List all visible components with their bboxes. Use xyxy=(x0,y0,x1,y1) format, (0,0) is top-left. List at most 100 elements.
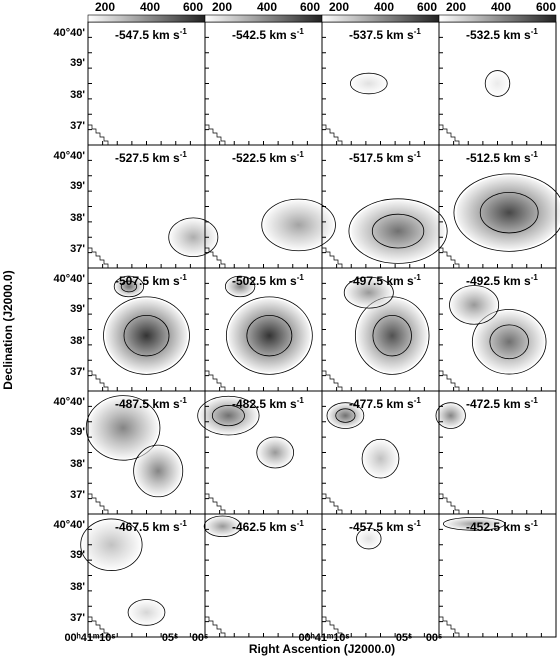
panel: -542.5 km s-1 xyxy=(204,21,323,146)
beam-staircase xyxy=(205,370,226,391)
velocity: -542.5 km s xyxy=(232,28,297,42)
contour xyxy=(225,296,313,375)
contour xyxy=(372,314,412,357)
velocity-label: -527.5 km s-1 xyxy=(115,150,187,165)
contour xyxy=(348,198,448,264)
velocity: -547.5 km s xyxy=(115,28,180,42)
velocity: -527.5 km s xyxy=(115,151,180,165)
velocity: -472.5 km s xyxy=(466,397,531,411)
emission xyxy=(169,218,217,256)
velocity-exponent: -1 xyxy=(531,396,539,405)
x-tick-label: 00ˢ xyxy=(192,632,208,644)
colorbar-tick-label: 600 xyxy=(417,0,437,14)
contour xyxy=(489,324,529,360)
y-tick-label: 38' xyxy=(70,335,85,347)
velocity-label: -517.5 km s-1 xyxy=(349,150,421,165)
x-tick-label: 00ˢ xyxy=(426,632,442,644)
velocity: -532.5 km s xyxy=(466,28,531,42)
y-tick-label: 37' xyxy=(70,120,85,132)
velocity-label: -477.5 km s-1 xyxy=(349,396,421,411)
velocity-exponent: -1 xyxy=(414,27,422,36)
y-tick-label: 38' xyxy=(70,89,85,101)
emission xyxy=(362,440,399,478)
velocity-exponent: -1 xyxy=(414,519,422,528)
emission xyxy=(205,516,241,537)
velocity-exponent: -1 xyxy=(297,150,305,159)
beam-staircase xyxy=(439,247,460,268)
panel: -532.5 km s-1 xyxy=(438,21,557,146)
velocity-exponent: -1 xyxy=(297,273,305,282)
velocity-label: -467.5 km s-1 xyxy=(115,519,187,534)
x-tick-label: 00ʰ41ᵐ10ˢ xyxy=(64,632,115,644)
contour xyxy=(197,395,260,436)
velocity-exponent: -1 xyxy=(180,273,188,282)
contour xyxy=(113,275,145,298)
contour xyxy=(211,405,245,427)
emission xyxy=(327,403,363,428)
panel: -482.5 km s-1 xyxy=(197,390,323,515)
colorbar-tick-label: 600 xyxy=(183,0,203,14)
panel: -517.5 km s-1 xyxy=(321,144,448,269)
y-tick-label: 40°40' xyxy=(54,396,86,408)
x-tick-label: 00ʰ41ᵐ10ˢ xyxy=(298,632,349,644)
panel: -497.5 km s-1 xyxy=(321,267,440,392)
contour xyxy=(453,173,560,252)
velocity-label: -472.5 km s-1 xyxy=(466,396,538,411)
emission xyxy=(351,200,445,262)
velocity: -507.5 km s xyxy=(115,274,180,288)
colorbar xyxy=(204,14,323,23)
velocity-exponent: -1 xyxy=(297,396,305,405)
velocity: -522.5 km s xyxy=(232,151,297,165)
y-tick-label: 39' xyxy=(70,426,85,438)
contour xyxy=(80,518,143,571)
y-tick-label: 38' xyxy=(70,212,85,224)
panel: -467.5 km s-1 xyxy=(80,513,206,638)
panel: -492.5 km s-1 xyxy=(438,267,557,392)
beam-staircase xyxy=(205,493,226,514)
y-axis-title: Declination (J2000.0) xyxy=(1,270,15,389)
panel: -547.5 km s-1 xyxy=(87,21,206,146)
emission xyxy=(88,397,159,459)
beam-staircase xyxy=(322,370,343,391)
panel: -472.5 km s-1 xyxy=(435,390,557,515)
panel: -502.5 km s-1 xyxy=(204,267,323,392)
x-tick-label: 05ˢ xyxy=(396,632,412,644)
emission xyxy=(199,397,258,435)
velocity-label: -547.5 km s-1 xyxy=(115,27,187,42)
panel: -512.5 km s-1 xyxy=(438,144,560,269)
velocity: -462.5 km s xyxy=(232,520,297,534)
velocity-exponent: -1 xyxy=(297,27,305,36)
colorbar-tick-label: 200 xyxy=(446,0,466,14)
y-tick-label: 39' xyxy=(70,57,85,69)
contour xyxy=(343,276,394,309)
beam-staircase xyxy=(88,493,109,514)
velocity-label: -522.5 km s-1 xyxy=(232,150,304,165)
colorbar-tick-label: 200 xyxy=(95,0,115,14)
y-tick-label: 37' xyxy=(70,243,85,255)
contour xyxy=(127,599,166,626)
emission xyxy=(345,277,393,308)
emission xyxy=(114,276,143,297)
beam-staircase xyxy=(88,124,109,145)
emission xyxy=(474,311,545,373)
velocity: -467.5 km s xyxy=(115,520,180,534)
contour xyxy=(484,70,511,97)
y-tick-label: 38' xyxy=(70,581,85,593)
beam-staircase xyxy=(322,124,343,145)
beam-staircase xyxy=(205,616,226,637)
contour xyxy=(356,527,382,550)
panel: -537.5 km s-1 xyxy=(321,21,440,146)
x-tick-label: 05ˢ xyxy=(162,632,178,644)
contour xyxy=(442,516,506,531)
velocity-label: -497.5 km s-1 xyxy=(349,273,421,288)
velocity-label: -542.5 km s-1 xyxy=(232,27,304,42)
contour xyxy=(479,191,539,234)
velocity-exponent: -1 xyxy=(531,27,539,36)
velocity-label: -452.5 km s-1 xyxy=(466,519,538,534)
colorbar xyxy=(87,14,206,23)
contour xyxy=(335,408,356,423)
contour xyxy=(168,217,219,258)
colorbar xyxy=(321,14,440,23)
panel: -522.5 km s-1 xyxy=(204,144,336,269)
